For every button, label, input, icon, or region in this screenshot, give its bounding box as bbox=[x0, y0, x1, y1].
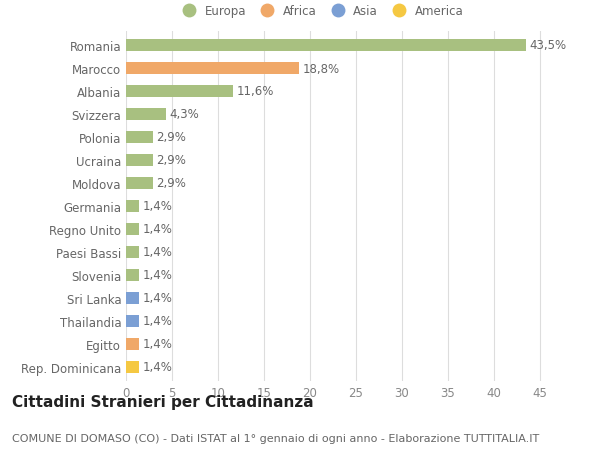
Bar bbox=[126, 200, 139, 213]
Bar bbox=[126, 361, 139, 374]
Text: 11,6%: 11,6% bbox=[236, 85, 274, 98]
Bar bbox=[126, 315, 139, 328]
Bar bbox=[126, 177, 152, 190]
Bar bbox=[126, 246, 139, 259]
Bar bbox=[126, 85, 233, 98]
Bar bbox=[126, 338, 139, 351]
Text: 1,4%: 1,4% bbox=[143, 269, 172, 282]
Legend: Europa, Africa, Asia, America: Europa, Africa, Asia, America bbox=[173, 0, 468, 23]
Bar bbox=[126, 108, 166, 121]
Bar bbox=[126, 223, 139, 236]
Text: 18,8%: 18,8% bbox=[302, 62, 340, 75]
Text: 4,3%: 4,3% bbox=[169, 108, 199, 121]
Text: 1,4%: 1,4% bbox=[143, 292, 172, 305]
Text: 2,9%: 2,9% bbox=[157, 131, 186, 144]
Text: 2,9%: 2,9% bbox=[157, 177, 186, 190]
Bar bbox=[126, 154, 152, 167]
Text: 1,4%: 1,4% bbox=[143, 361, 172, 374]
Text: Cittadini Stranieri per Cittadinanza: Cittadini Stranieri per Cittadinanza bbox=[12, 394, 314, 409]
Bar bbox=[126, 131, 152, 144]
Bar bbox=[126, 39, 526, 52]
Text: 1,4%: 1,4% bbox=[143, 223, 172, 236]
Text: 1,4%: 1,4% bbox=[143, 338, 172, 351]
Text: 1,4%: 1,4% bbox=[143, 246, 172, 259]
Text: 2,9%: 2,9% bbox=[157, 154, 186, 167]
Text: 43,5%: 43,5% bbox=[530, 39, 566, 52]
Text: 1,4%: 1,4% bbox=[143, 315, 172, 328]
Bar bbox=[126, 292, 139, 305]
Text: 1,4%: 1,4% bbox=[143, 200, 172, 213]
Bar bbox=[126, 269, 139, 282]
Bar bbox=[126, 62, 299, 75]
Text: COMUNE DI DOMASO (CO) - Dati ISTAT al 1° gennaio di ogni anno - Elaborazione TUT: COMUNE DI DOMASO (CO) - Dati ISTAT al 1°… bbox=[12, 433, 539, 442]
